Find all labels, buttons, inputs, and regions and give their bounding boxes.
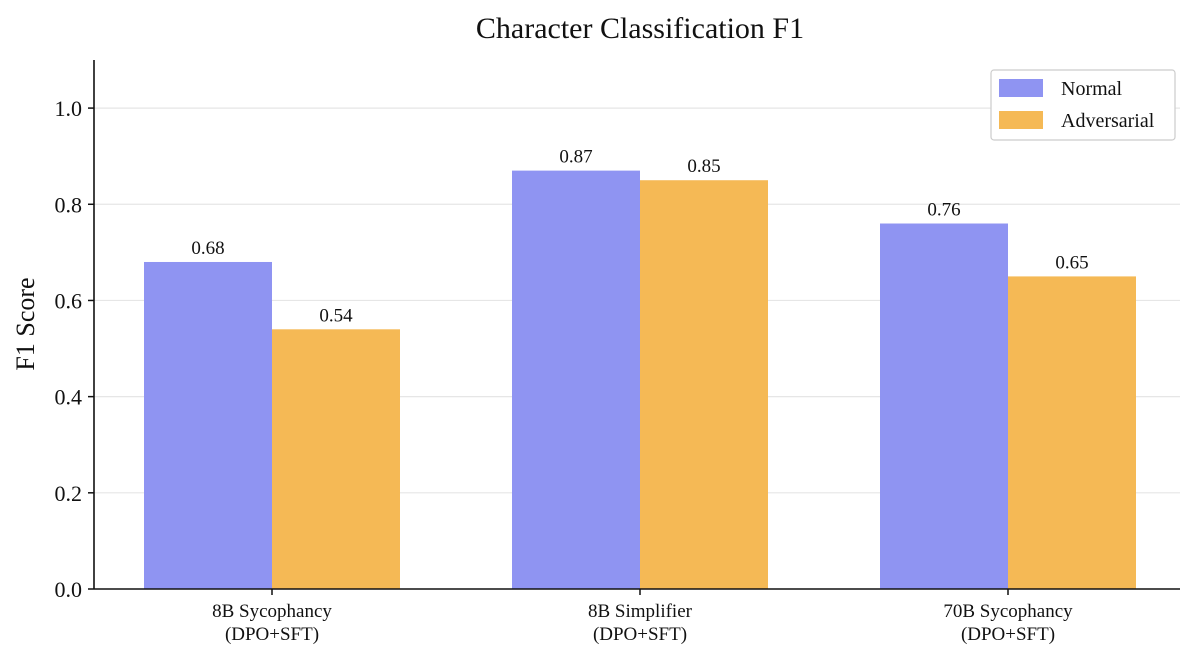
- legend-swatch-normal: [999, 79, 1043, 97]
- bars: [144, 170, 1136, 590]
- data-label-adversarial-2: 0.65: [1055, 252, 1088, 273]
- y-axis-label: F1 Score: [11, 277, 40, 370]
- bar-adversarial-2: [1008, 276, 1136, 589]
- data-label-adversarial-0: 0.54: [319, 305, 353, 326]
- y-tick-label: 0.8: [55, 192, 83, 217]
- axes: 0.00.20.40.60.81.08B Sycophancy(DPO+SFT)…: [55, 60, 1180, 645]
- y-tick-label: 0.6: [55, 288, 83, 313]
- legend-label-normal: Normal: [1061, 78, 1123, 100]
- x-tick-label: (DPO+SFT): [961, 624, 1055, 645]
- data-label-adversarial-1: 0.85: [687, 156, 720, 177]
- bar-normal-2: [880, 223, 1008, 589]
- legend-swatch-adversarial: [999, 111, 1043, 129]
- bar-adversarial-0: [272, 329, 400, 589]
- data-labels: 0.68 0.87 0.76 0.54 0.85 0.65: [191, 147, 1088, 327]
- x-tick-label: 70B Sycophancy: [943, 601, 1073, 622]
- data-label-normal-0: 0.68: [191, 238, 224, 259]
- legend-label-adversarial: Adversarial: [1061, 110, 1155, 132]
- x-tick-label: 8B Simplifier: [588, 601, 693, 622]
- y-tick-label: 0.0: [55, 577, 83, 602]
- x-tick-label: (DPO+SFT): [225, 624, 319, 645]
- y-tick-label: 1.0: [55, 96, 83, 121]
- chart-title: Character Classification F1: [476, 12, 804, 45]
- y-tick-label: 0.4: [55, 385, 83, 410]
- legend: Normal Adversarial: [990, 69, 1176, 141]
- data-label-normal-2: 0.76: [927, 200, 960, 221]
- x-tick-label: 8B Sycophancy: [212, 601, 332, 622]
- bar-normal-0: [144, 261, 272, 589]
- y-tick-label: 0.2: [55, 481, 83, 506]
- x-tick-label: (DPO+SFT): [593, 624, 687, 645]
- bar-adversarial-1: [640, 180, 768, 589]
- data-label-normal-1: 0.87: [559, 147, 592, 168]
- bar-normal-1: [512, 170, 640, 590]
